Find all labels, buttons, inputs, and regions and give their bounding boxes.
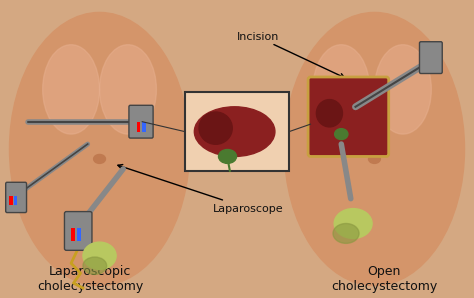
Ellipse shape [374, 45, 431, 134]
Ellipse shape [333, 224, 359, 243]
Text: Open
cholecystectomy: Open cholecystectomy [331, 265, 437, 293]
Ellipse shape [219, 150, 237, 163]
Text: Laparoscopic
cholecystectomy: Laparoscopic cholecystectomy [37, 265, 143, 293]
Text: Incision: Incision [237, 32, 345, 78]
FancyBboxPatch shape [129, 105, 153, 138]
Bar [142, 122, 146, 132]
Ellipse shape [334, 209, 372, 238]
FancyBboxPatch shape [64, 212, 92, 250]
Ellipse shape [83, 257, 107, 274]
Ellipse shape [284, 13, 465, 285]
Ellipse shape [199, 112, 232, 144]
Ellipse shape [194, 107, 275, 156]
Ellipse shape [100, 45, 156, 134]
Ellipse shape [43, 45, 100, 134]
Bar [77, 229, 81, 241]
Ellipse shape [313, 45, 370, 134]
Ellipse shape [335, 129, 348, 139]
Ellipse shape [94, 154, 106, 163]
Ellipse shape [318, 97, 379, 136]
Bar [9, 196, 13, 205]
Ellipse shape [317, 100, 343, 127]
Ellipse shape [83, 242, 116, 269]
Bar [14, 196, 17, 205]
Bar [185, 92, 289, 171]
FancyBboxPatch shape [308, 77, 389, 156]
Ellipse shape [9, 13, 190, 285]
Ellipse shape [369, 154, 380, 163]
FancyBboxPatch shape [419, 42, 442, 74]
FancyBboxPatch shape [6, 182, 27, 212]
Text: Laparoscope: Laparoscope [118, 164, 284, 214]
Bar [71, 229, 75, 241]
Bar [137, 122, 140, 132]
